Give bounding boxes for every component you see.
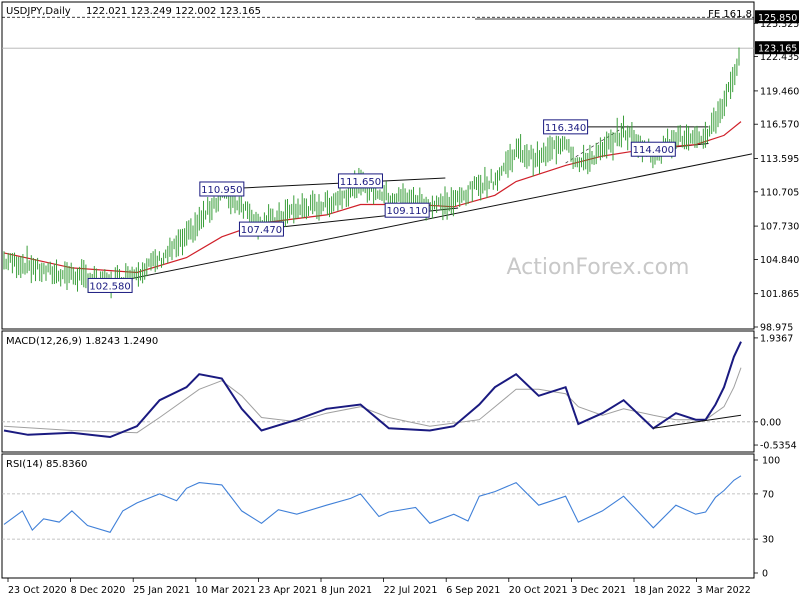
rsi-tick-label: 100 (762, 456, 780, 467)
rsi-layer (2, 475, 754, 540)
macd-layer (2, 341, 754, 439)
x-tick-label: 8 Dec 2020 (71, 585, 126, 596)
price-annotation-label: 116.340 (545, 123, 586, 134)
trendline-upper-channel (221, 177, 446, 190)
price-annotation-label: 110.950 (201, 185, 242, 196)
x-tick-label: 23 Oct 2020 (8, 585, 67, 596)
rsi-label: RSI(14) 85.8360 (6, 459, 87, 470)
fe-level-value: 125.850 (758, 13, 797, 24)
price-annotation-label: 109.110 (386, 206, 427, 217)
macd-trendline (653, 414, 742, 429)
price-tick-label: 125.325 (760, 19, 799, 30)
x-tick-label: 3 Mar 2022 (697, 585, 751, 596)
x-tick-label: 22 Jul 2021 (384, 585, 438, 596)
moving-average-line (3, 121, 742, 274)
price-annotation-label: 107.470 (241, 225, 282, 236)
price-annotation-label: 114.400 (633, 145, 674, 156)
price-tick-label: 116.570 (760, 120, 799, 131)
x-tick-label: 6 Sep 2021 (446, 585, 500, 596)
current-price-badge (755, 41, 799, 55)
price-tick-label: 104.840 (760, 255, 799, 266)
fe-level-badge (755, 10, 799, 24)
x-tick-label: 23 Apr 2021 (258, 585, 317, 596)
price-annotation-box (630, 141, 676, 157)
watermark: ActionForex.com (507, 255, 690, 280)
chart-ohlc: 122.021 123.249 122.002 123.165 (86, 6, 261, 17)
macd-line (3, 341, 742, 439)
price-panel-frame (1, 1, 755, 330)
axes-layer: 125.325 122.435 119.460 116.570 113.595 110.7… (7, 10, 799, 596)
price-tick-label: 98.975 (760, 323, 793, 334)
price-annotation-box (238, 221, 284, 237)
x-tick-label: 3 Dec 2021 (571, 585, 626, 596)
price-annotation-label: 111.650 (340, 177, 381, 188)
macd-signal-line (3, 367, 742, 434)
x-tick-label: 18 Jan 2022 (634, 585, 691, 596)
price-tick-label: 119.460 (760, 86, 799, 97)
macd-label: MACD(12,26,9) 1.8243 1.2490 (6, 336, 158, 347)
price-annotation-box (87, 277, 133, 293)
price-tick-label: 107.730 (760, 222, 799, 233)
rsi-tick-label: 0 (762, 569, 768, 580)
macd-tick-label: -0.5354 (760, 441, 797, 452)
price-tick-label: 113.595 (760, 154, 799, 165)
chart-title: USDJPY,Daily (6, 6, 71, 17)
macd-tick-label: 0.00 (760, 417, 781, 428)
macd-tick-label: 1.9367 (760, 333, 793, 344)
price-annotation-box (199, 181, 245, 197)
dashed-pattern-line (565, 126, 624, 164)
price-annotation-box (384, 202, 430, 218)
rsi-tick-label: 30 (762, 535, 774, 546)
price-layer: 110.950 111.650 107.470 102.580 109.110 116.3… (2, 16, 754, 299)
trendline-long-support (109, 153, 753, 284)
x-tick-label: 10 Mar 2021 (196, 585, 256, 596)
fe-label: FE 161.8 (708, 9, 752, 20)
price-tick-label: 110.705 (760, 187, 799, 198)
x-tick-label: 8 Jun 2021 (321, 585, 372, 596)
x-tick-label: 20 Oct 2021 (509, 585, 568, 596)
price-annotation-box (337, 173, 383, 189)
macd-panel-frame (1, 330, 755, 453)
rsi-tick-label: 70 (762, 489, 774, 500)
price-tick-label: 101.865 (760, 289, 799, 300)
rsi-panel-frame (1, 453, 755, 579)
x-tick-label: 25 Jan 2021 (133, 585, 190, 596)
current-price-value: 123.165 (758, 44, 797, 55)
rsi-line (3, 475, 742, 533)
price-tick-label: 122.435 (760, 52, 799, 63)
price-annotation-box (543, 119, 589, 135)
price-annotation-label: 102.580 (89, 281, 130, 292)
